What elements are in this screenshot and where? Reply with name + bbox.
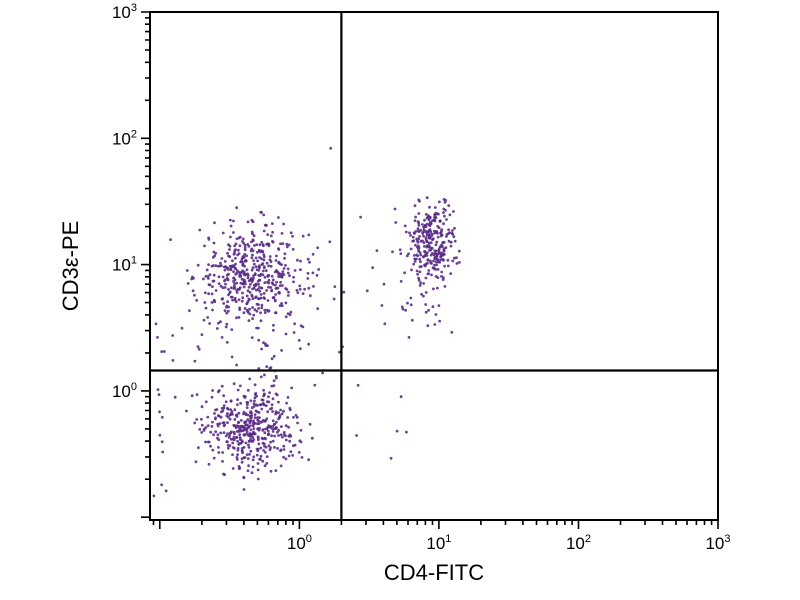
svg-text:103: 103 [705,533,730,553]
svg-text:100: 100 [287,533,312,553]
svg-text:100: 100 [112,381,137,401]
quadrant-gate-lines [150,12,718,520]
x-axis-label: CD4-FITC [384,560,484,585]
data-points [152,146,461,498]
svg-text:103: 103 [112,2,137,22]
plot-frame [149,11,719,521]
y-axis-label: CD3ε-PE [58,221,83,312]
axis-ticks [141,11,719,529]
svg-text:102: 102 [566,533,591,553]
svg-text:102: 102 [112,128,137,148]
svg-text:101: 101 [112,255,137,275]
svg-text:101: 101 [426,533,451,553]
axis-tick-labels: 100 101 102 103 100 101 102 103 [112,2,731,553]
